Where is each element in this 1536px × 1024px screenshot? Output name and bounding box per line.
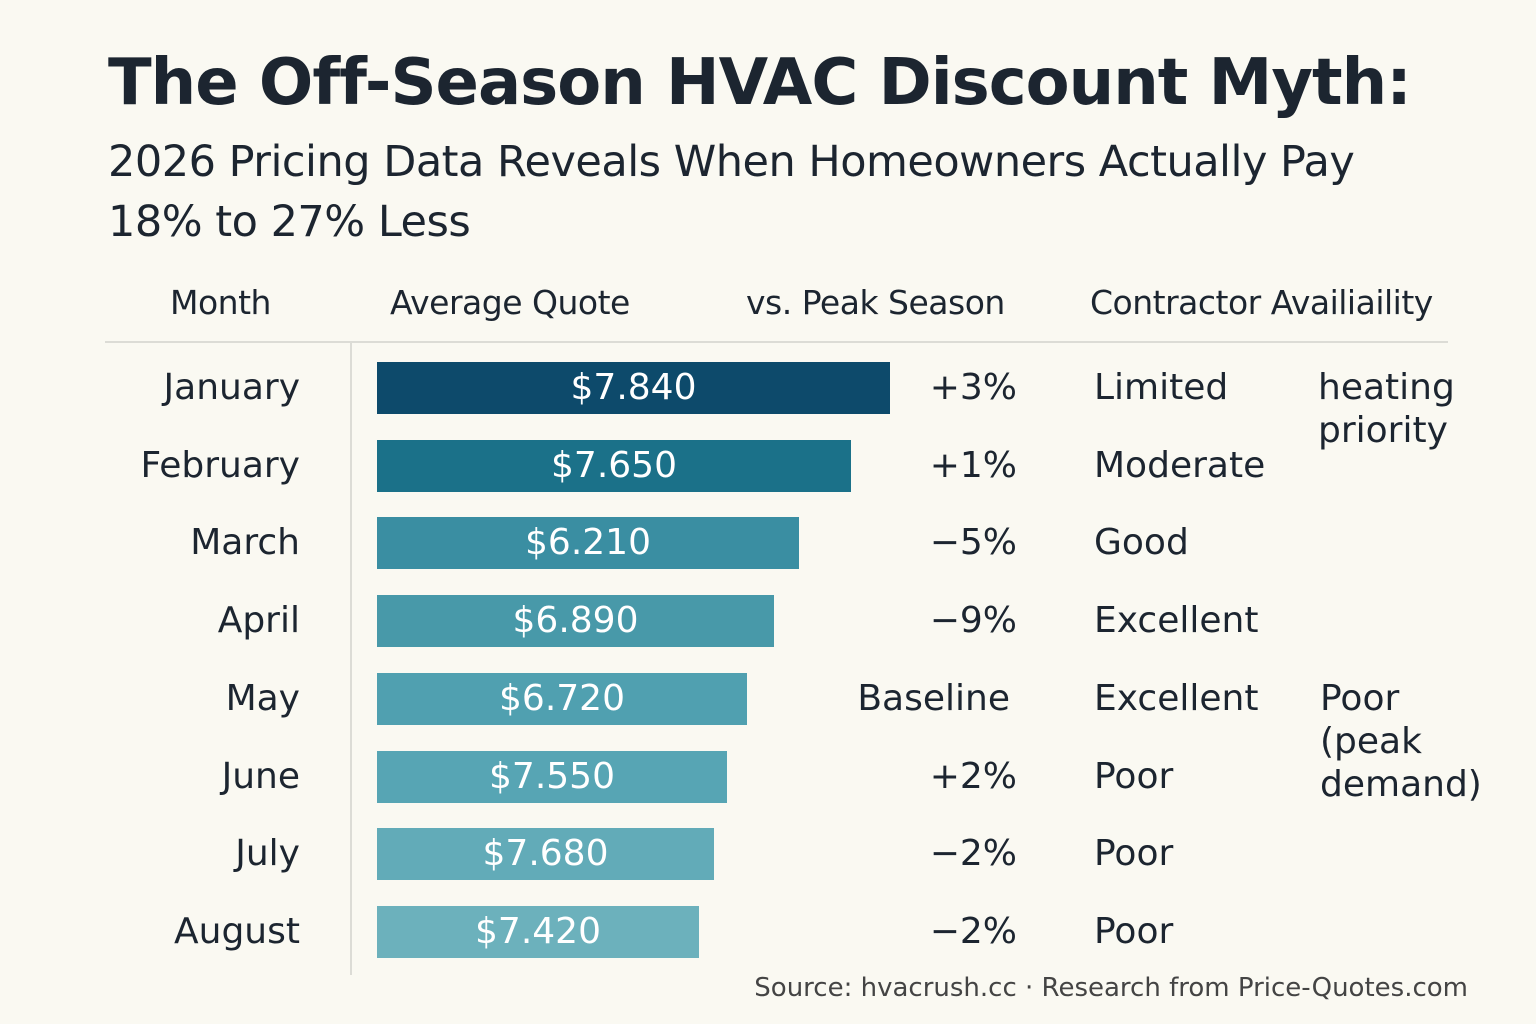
availability: Good	[1094, 522, 1189, 564]
quote-bar: $6.210	[377, 517, 799, 570]
month: March	[190, 522, 300, 564]
subtitle: 2026 Pricing Data Reveals When Homeowner…	[108, 137, 1355, 247]
change: Baseline	[857, 677, 1010, 719]
quote-bar: $7.680	[377, 828, 714, 881]
note: heating priority	[1318, 367, 1455, 451]
change: +3%	[929, 367, 1017, 408]
change: +2%	[929, 755, 1017, 797]
availability: Excellent	[1094, 677, 1259, 719]
divider	[350, 343, 352, 975]
change: −9%	[929, 600, 1017, 642]
change: −2%	[929, 833, 1017, 875]
source: Source: hvacrush.cc · Research from Pric…	[754, 973, 1468, 1003]
availability: Excellent	[1094, 600, 1259, 642]
change: +1%	[929, 444, 1017, 486]
change: −2%	[929, 910, 1017, 952]
quote-bar: $6.890	[377, 595, 774, 648]
quote-bar: $7.420	[377, 905, 699, 958]
title: The Off-Season HVAC Discount Myth:	[108, 46, 1412, 120]
availability: Poor	[1094, 833, 1174, 875]
availability: Poor	[1094, 755, 1174, 797]
quote-bar: $7.550	[377, 750, 727, 803]
month: February	[140, 444, 300, 486]
availability: Moderate	[1094, 444, 1266, 486]
column-header: Month	[170, 283, 271, 322]
month: May	[225, 677, 300, 719]
column-header: Contractor Availiaility	[1090, 283, 1433, 322]
availability: Limited	[1094, 367, 1229, 408]
change: −5%	[929, 522, 1017, 564]
quote-bar: $7.840	[377, 362, 890, 414]
quote-bar: $7.650	[377, 439, 851, 492]
note: Poor (peak demand)	[1320, 678, 1482, 805]
month: July	[235, 833, 300, 875]
month: January	[163, 367, 300, 408]
month: June	[221, 755, 300, 797]
month: April	[217, 600, 300, 642]
quote-bar: $6.720	[377, 672, 747, 725]
divider	[105, 341, 1448, 343]
availability: Poor	[1094, 910, 1174, 952]
column-header: Average Quote	[390, 283, 630, 322]
column-header: vs. Peak Season	[746, 283, 1005, 322]
month: August	[174, 910, 300, 952]
